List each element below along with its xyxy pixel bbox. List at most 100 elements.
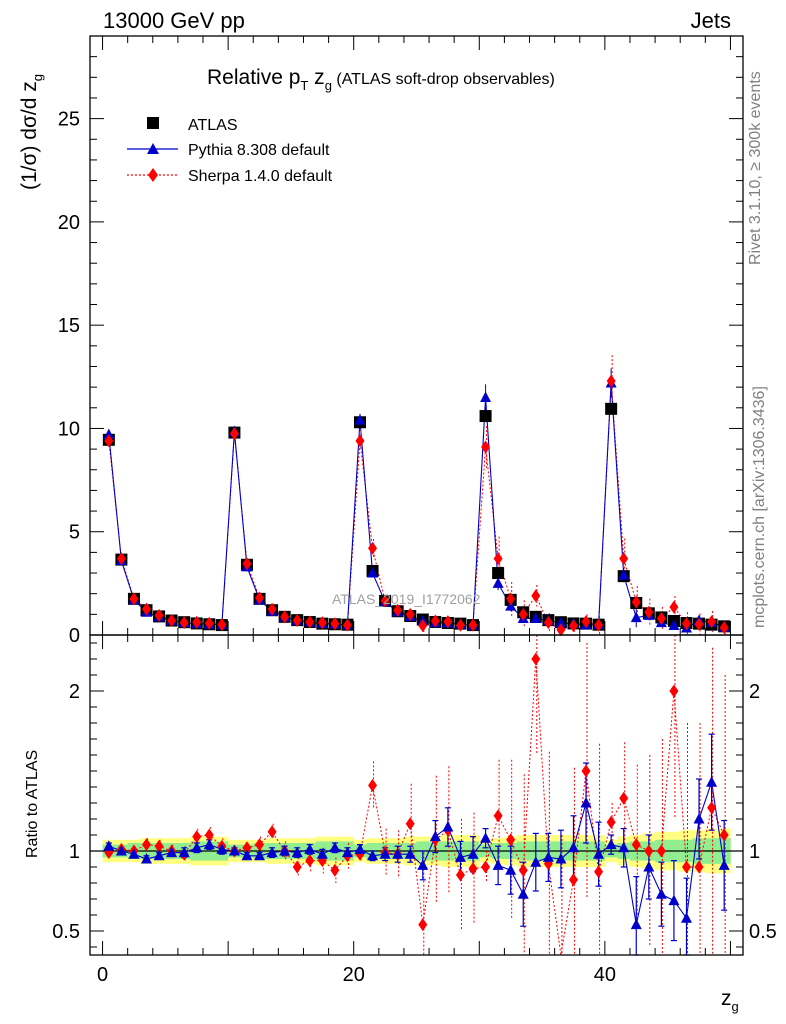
sherpa-point <box>418 619 428 633</box>
sherpa-point <box>292 614 302 628</box>
sherpa-point <box>116 552 126 566</box>
top-panel-layer <box>102 355 731 637</box>
sherpa-ratio-point <box>719 828 729 842</box>
sherpa-point <box>355 434 365 448</box>
ratio-y-tick-label-left: 2 <box>69 681 80 703</box>
sherpa-point <box>217 618 227 632</box>
x-tick-label: 40 <box>594 964 616 986</box>
sherpa-ratio-point <box>418 918 428 932</box>
legend: ATLAS Pythia 8.308 default Sherpa 1.4.0 … <box>127 117 333 185</box>
sherpa-point <box>606 374 616 388</box>
atlas-data-point <box>492 567 505 580</box>
sherpa-ratio-point <box>330 863 340 877</box>
pythia-ratio-point <box>530 856 542 867</box>
pythia-ratio-point <box>103 840 115 851</box>
pythia-ratio-point <box>630 918 642 930</box>
y-tick-label: 15 <box>58 315 80 337</box>
sherpa-ratio-point <box>707 801 717 815</box>
sherpa-point <box>481 440 491 454</box>
x-tick-label: 0 <box>97 964 108 986</box>
sherpa-ratio-point <box>506 833 516 847</box>
sherpa-point <box>518 607 528 621</box>
sherpa-ratio-point <box>681 860 691 874</box>
axes-layer: 0 20 40 0 5 10 15 20 25 0.5 0.5 1 1 2 2 <box>52 35 777 986</box>
title-main: Relative p <box>207 66 300 89</box>
analysis-watermark: ATLAS_2019_I1772062 <box>332 591 481 607</box>
pythia-ratio-point <box>367 849 379 861</box>
ratio-y-tick-label-left: 0.5 <box>52 921 80 943</box>
sherpa-ratio-point <box>619 791 629 805</box>
pythia-point <box>103 428 115 440</box>
sherpa-point <box>317 616 327 630</box>
sherpa-point <box>506 592 516 606</box>
pythia-ratio-point <box>593 848 605 859</box>
ratio-y-tick-label-right: 2 <box>749 681 760 703</box>
y-axis-label: (1/σ) dσ/d zg <box>18 74 45 190</box>
pythia-ratio-point <box>643 861 655 872</box>
pythia-ratio-point <box>542 851 554 862</box>
ratio-y-tick-label-right: 0.5 <box>749 921 777 943</box>
pythia-ratio-point <box>655 888 667 899</box>
sherpa-ratio-point <box>154 839 164 853</box>
sherpa-ratio-point <box>568 873 578 887</box>
atlas-data-point <box>479 410 492 423</box>
pythia-ratio-point <box>567 841 579 853</box>
pythia-ratio-point <box>153 849 165 861</box>
title-mid: z <box>308 66 324 89</box>
pythia-point <box>530 612 542 623</box>
sherpa-point <box>556 623 566 637</box>
pythia-ratio-point <box>517 888 529 899</box>
y-tick-label: 25 <box>58 109 80 131</box>
sherpa-point <box>179 616 189 630</box>
pythia-point <box>367 567 379 578</box>
xlabel-main: z <box>721 987 732 1010</box>
title-sub: T <box>300 78 308 93</box>
pythia-ratio-point <box>228 845 240 856</box>
sherpa-point <box>142 602 152 616</box>
pythia-ratio-point <box>718 859 730 870</box>
y-tick-label: 0 <box>69 625 80 647</box>
pythia-ratio-point <box>115 845 127 856</box>
x-tick-label: 20 <box>343 964 365 986</box>
sherpa-point <box>204 616 214 630</box>
sherpa-point <box>405 607 415 621</box>
pythia-point <box>668 619 680 630</box>
x-axis-label: zg <box>721 987 739 1014</box>
sherpa-ratio-point <box>142 838 152 852</box>
atlas-data-point <box>605 402 618 415</box>
sherpa-point <box>694 617 704 631</box>
sherpa-point <box>644 605 654 619</box>
y-tick-label: 20 <box>58 212 80 234</box>
pythia-ratio-point <box>329 841 341 853</box>
sherpa-ratio-point <box>405 817 415 831</box>
sherpa-ratio-point <box>669 684 679 698</box>
ratio-panel-layer <box>103 635 730 956</box>
pythia-point <box>480 391 492 402</box>
sherpa-point <box>104 434 114 448</box>
sherpa-point <box>167 614 177 628</box>
sherpa-point <box>192 615 202 629</box>
pythia-ratio-point <box>492 859 504 870</box>
pythia-ratio-point <box>379 848 391 859</box>
header-process: Jets <box>691 8 731 33</box>
sherpa-ratio-point <box>305 854 315 868</box>
sherpa-point <box>619 552 629 566</box>
pythia-ratio-point <box>454 851 466 862</box>
pythia-ratio-point <box>141 853 153 864</box>
sherpa-ratio-point <box>368 778 378 792</box>
pythia-ratio-point <box>203 838 215 850</box>
title-tail: (ATLAS soft-drop observables) <box>332 71 555 88</box>
pythia-ratio-point <box>580 797 592 808</box>
pythia-ratio-point <box>291 846 303 858</box>
pythia-ratio-point <box>216 843 228 854</box>
y-tick-label: 5 <box>69 522 80 544</box>
sherpa-ratio-line <box>108 658 725 956</box>
pythia-ratio-point <box>429 830 441 842</box>
sherpa-ratio-point <box>455 868 465 882</box>
sherpa-point <box>493 552 503 566</box>
sherpa-point <box>129 592 139 606</box>
sherpa-point <box>543 616 553 630</box>
sherpa-point <box>393 603 403 617</box>
pythia-ratio-point <box>392 848 404 859</box>
sherpa-ratio-point <box>644 844 654 858</box>
